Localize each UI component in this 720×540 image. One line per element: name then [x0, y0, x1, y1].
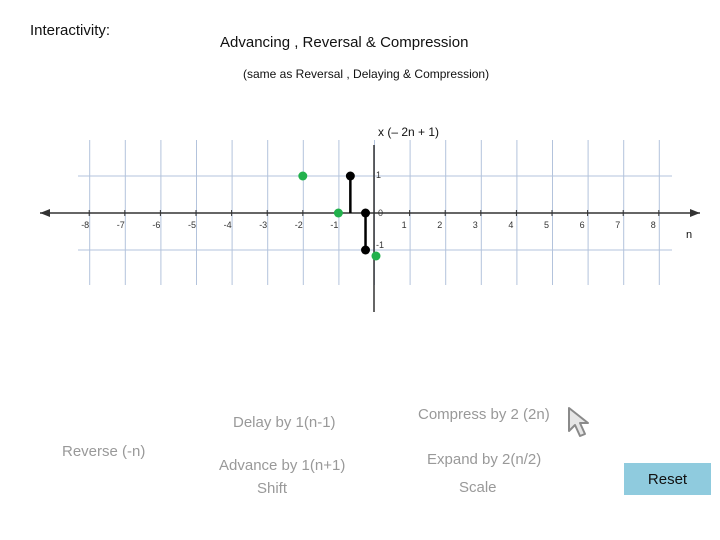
x-tick-label: -6	[152, 220, 160, 230]
x-tick-label: 0	[378, 208, 383, 218]
signal-sample-green	[298, 171, 308, 181]
y-tick-label: -1	[376, 240, 384, 250]
expand-button[interactable]: Expand by 2(n/2)	[427, 451, 542, 468]
reset-button[interactable]: Reset	[624, 463, 711, 495]
x-tick-label: -4	[224, 220, 232, 230]
delay-button[interactable]: Delay by 1(n-1)	[233, 414, 336, 431]
shift-label: Shift	[257, 480, 288, 497]
page-subtitle: (same as Reversal , Delaying & Compressi…	[243, 67, 490, 81]
x-tick-label: 7	[615, 220, 620, 230]
interactivity-heading: Interactivity:	[30, 22, 111, 39]
x-tick-label: 1	[402, 220, 407, 230]
reverse-button[interactable]: Reverse (-n)	[62, 443, 146, 460]
x-tick-label: -5	[188, 220, 196, 230]
x-tick-label: -2	[295, 220, 303, 230]
x-tick-label: 5	[544, 220, 549, 230]
x-tick-label: -7	[117, 220, 125, 230]
x-tick-label: 4	[508, 220, 513, 230]
chart-title: x (– 2n + 1)	[378, 125, 439, 139]
signal-sample-green	[333, 208, 343, 218]
compress-button[interactable]: Compress by 2 (2n)	[418, 406, 550, 423]
x-tick-label: -3	[259, 220, 267, 230]
y-tick-label: 1	[376, 170, 381, 180]
advance-button[interactable]: Advance by 1(n+1)	[219, 457, 346, 474]
scale-label: Scale	[459, 479, 497, 496]
x-tick-label: 8	[651, 220, 656, 230]
signal-sample-green	[371, 251, 381, 261]
page-title: Advancing , Reversal & Compression	[220, 34, 469, 51]
x-tick-label: 3	[473, 220, 478, 230]
arrow-cursor-icon	[568, 407, 589, 437]
x-tick-label: 2	[437, 220, 442, 230]
x-tick-label: -8	[81, 220, 89, 230]
x-tick-label: -1	[330, 220, 338, 230]
x-axis-label: n	[686, 229, 692, 241]
x-tick-label: 6	[580, 220, 585, 230]
x-axis-right-arrow	[690, 209, 700, 217]
x-axis-left-arrow	[40, 209, 50, 217]
signal-sample-black	[345, 171, 355, 181]
signal-sample-black	[361, 245, 371, 255]
